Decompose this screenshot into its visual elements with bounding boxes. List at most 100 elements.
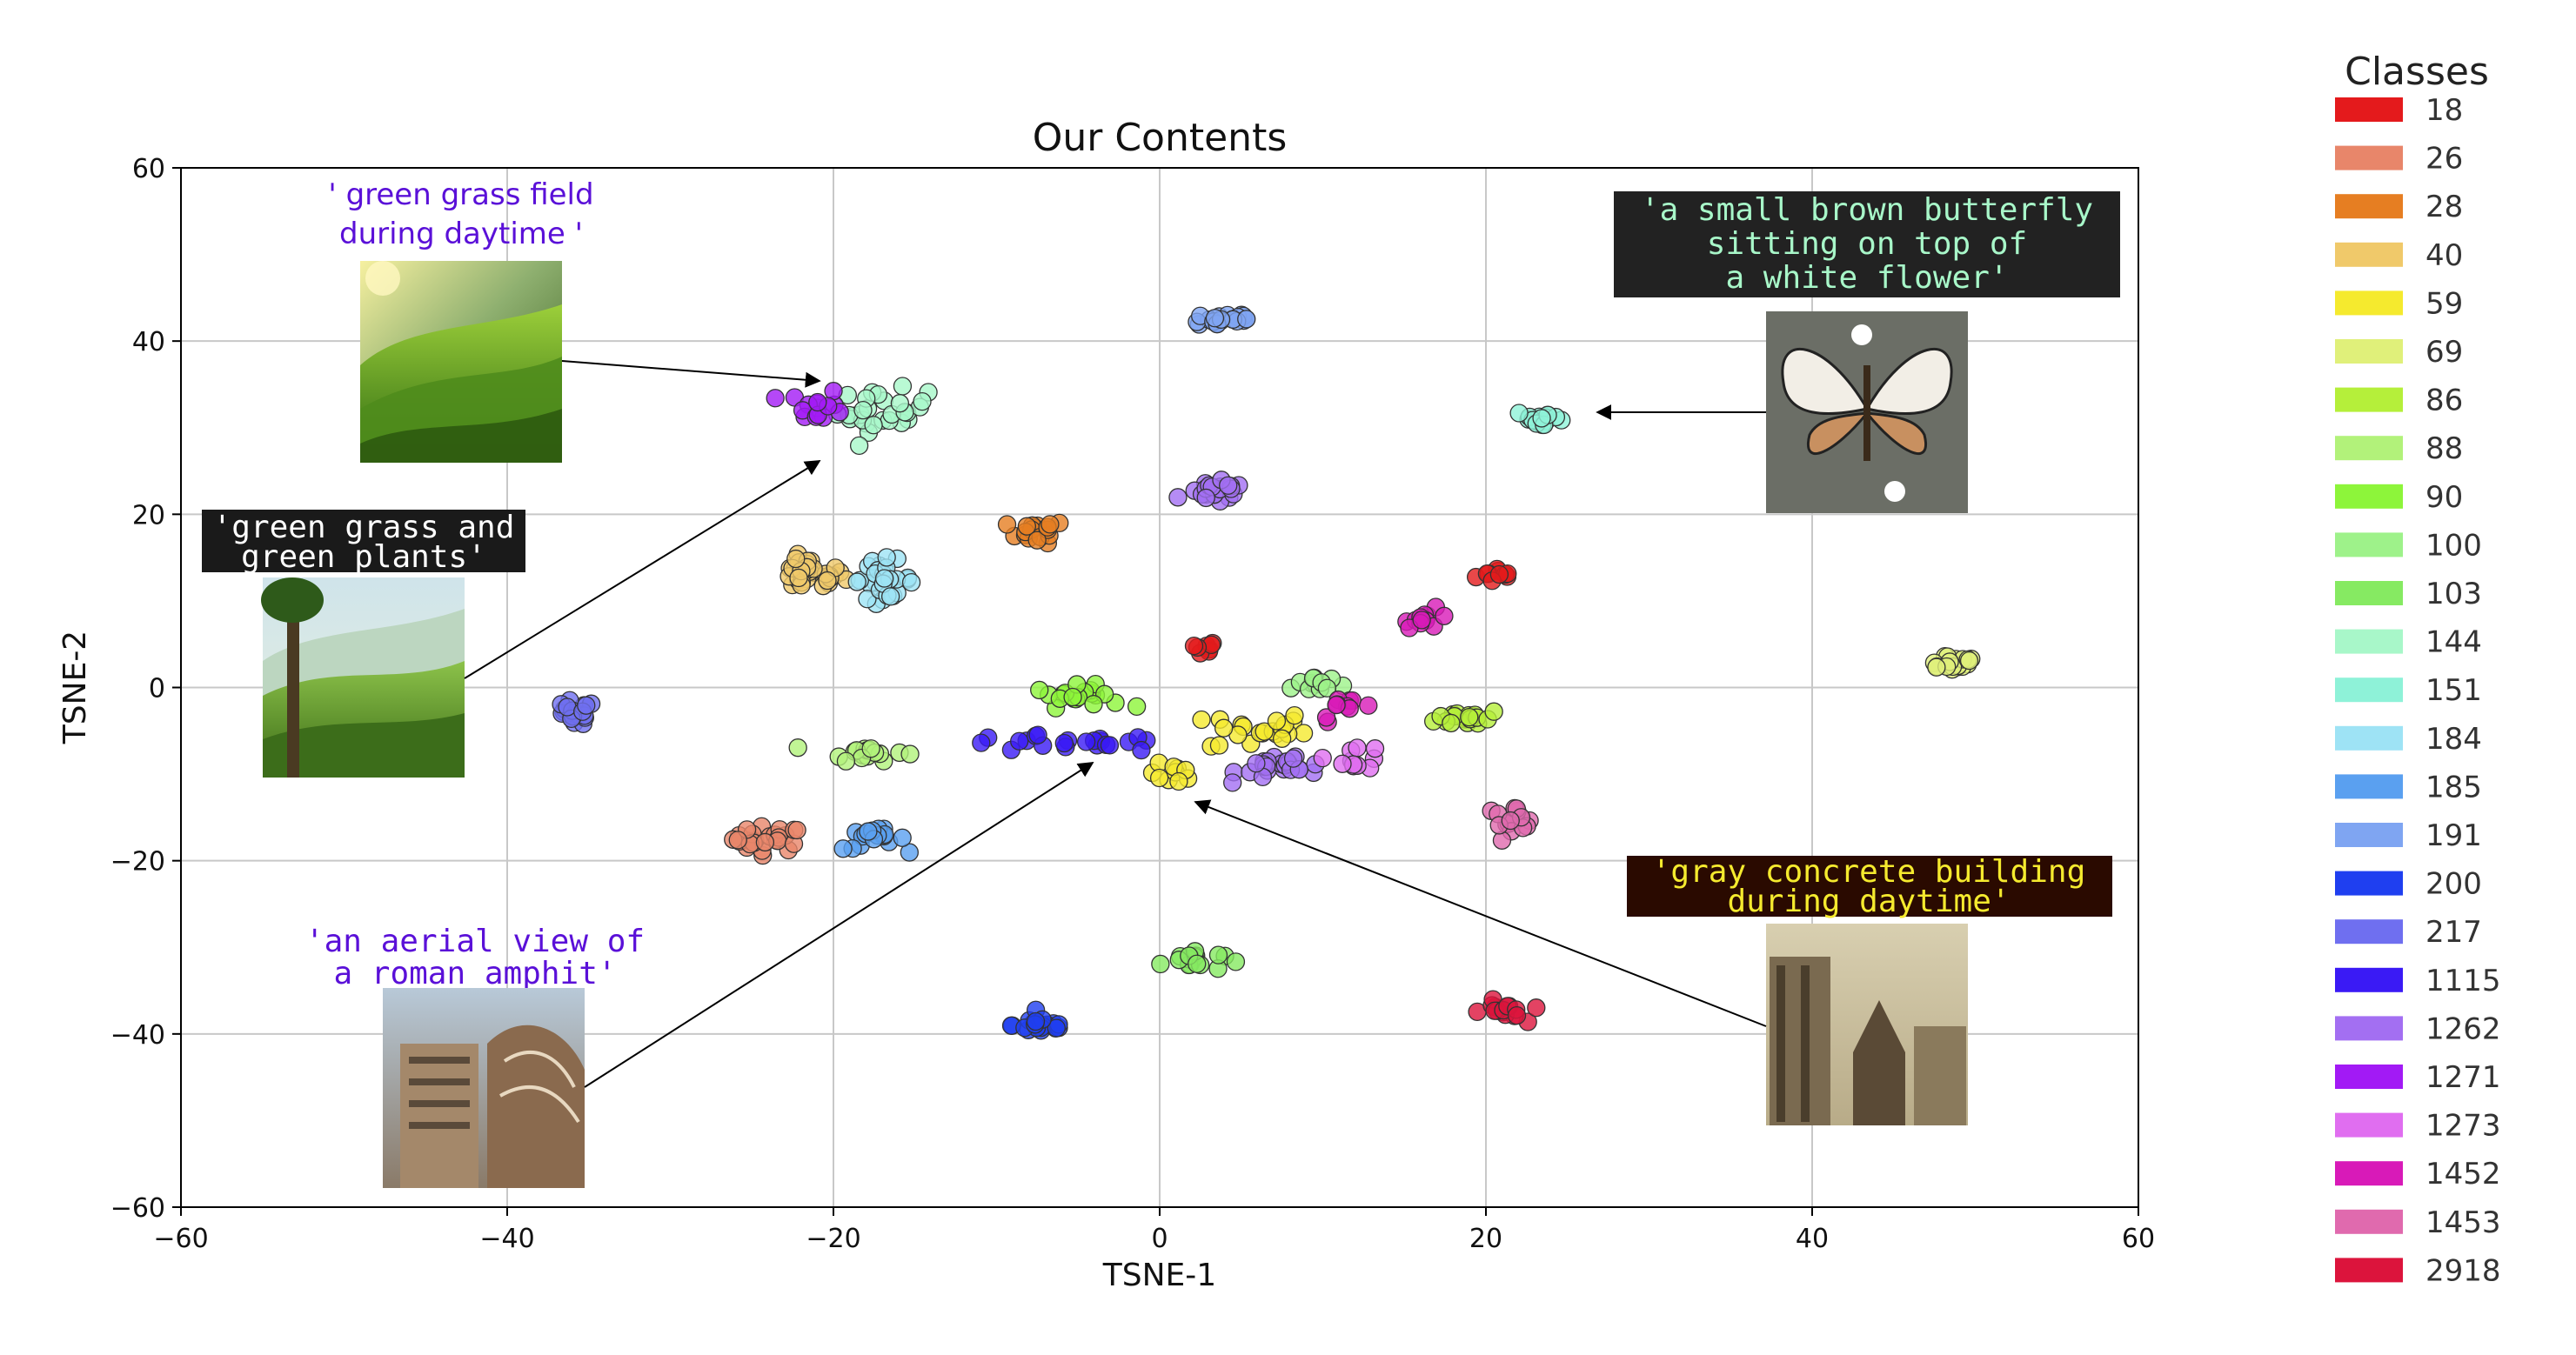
legend-label: 26 (2425, 142, 2463, 177)
grass-field-thumbnail (360, 261, 562, 463)
annotation-green-grass-plants: 'green grass and green plants' (202, 460, 821, 778)
x-tick-label: −40 (479, 1224, 534, 1254)
scatter-point-class-1262 (1283, 749, 1303, 768)
y-tick-label: −40 (110, 1020, 165, 1051)
scatter-point-class-26 (787, 820, 806, 840)
legend-swatch (2335, 1258, 2403, 1283)
y-axis-label: TSNE-2 (57, 631, 93, 744)
scatter-point-class-1453 (1501, 811, 1520, 831)
annotation-aerial-view: 'an aerial view of a roman amphit' (305, 762, 1094, 1188)
legend-swatch (2335, 1112, 2403, 1138)
annotation-text: during daytime ' (339, 217, 583, 251)
scatter-point-class-100 (1317, 678, 1337, 698)
legend-label: 1262 (2425, 1011, 2501, 1046)
scatter-point-class-184 (874, 569, 894, 588)
scatter-point-class-86 (1460, 707, 1479, 727)
scatter-point-class-184 (877, 548, 896, 567)
scatter-point-class-1262 (1223, 773, 1242, 792)
legend-title: Classes (2345, 50, 2489, 94)
scatter-point-class-2918 (1527, 998, 1546, 1018)
scatter-point-class-59 (1285, 705, 1304, 725)
scatter-point-class-18 (1489, 564, 1509, 584)
legend-label: 191 (2425, 818, 2482, 853)
annotation-text: ' green grass field (328, 177, 593, 212)
scatter-point-class-90 (1063, 687, 1082, 707)
annotation-green-grass-field: ' green grass field during daytime ' (328, 177, 821, 463)
scatter-point-class-1115 (972, 733, 991, 752)
annotation-concrete-building: 'gray concrete building during daytime' (1194, 799, 2112, 1125)
y-tick-label: 0 (149, 674, 165, 704)
annotation-text: 'an aerial view of (305, 924, 645, 959)
legend-label: 103 (2425, 577, 2482, 611)
legend-label: 1115 (2425, 964, 2501, 998)
legend-swatch (2335, 678, 2403, 703)
annotation-text: green plants' (241, 539, 486, 575)
legend-swatch (2335, 629, 2403, 654)
scatter-point-class-28 (1027, 531, 1047, 550)
chart-title: Our Contents (1033, 116, 1288, 160)
scatter-point-class-40 (818, 571, 837, 591)
y-tick-label: −60 (110, 1193, 165, 1224)
legend-label: 184 (2425, 722, 2482, 757)
scatter-point-class-1273 (1365, 739, 1385, 758)
scatter-point-class-1452 (1316, 708, 1336, 727)
scatter-point-class-1115 (1010, 731, 1029, 751)
legend-swatch (2335, 919, 2403, 944)
legend-label: 28 (2425, 190, 2463, 224)
annotation-text: a roman amphit' (333, 956, 616, 991)
scatter-point-class-217 (577, 696, 596, 715)
legend-swatch (2335, 97, 2403, 122)
scatter-point-class-26 (728, 831, 747, 850)
y-tick-label: 40 (132, 327, 165, 357)
scatter-point-class-90 (1030, 680, 1049, 700)
butterfly-thumbnail (1766, 311, 1968, 513)
scatter-point-class-184 (858, 590, 877, 609)
scatter-point-class-144 (864, 416, 883, 435)
scatter-points (552, 305, 1981, 1040)
scatter-point-class-1273 (1313, 749, 1332, 768)
legend-swatch (2335, 871, 2403, 896)
legend-swatch (2335, 1209, 2403, 1234)
scatter-point-class-1453 (1492, 831, 1512, 850)
scatter-point-class-88 (836, 751, 856, 771)
scatter-point-class-59 (1294, 724, 1314, 743)
y-tick-label: 20 (132, 500, 165, 531)
scatter-point-class-144 (893, 377, 913, 396)
scatter-point-class-1271 (808, 392, 827, 412)
scatter-point-class-1452 (1327, 695, 1346, 715)
legend-label: 1452 (2425, 1157, 2501, 1191)
scatter-point-class-1262 (1247, 754, 1266, 773)
scatter-point-class-184 (901, 572, 921, 592)
scatter-point-class-1271 (766, 389, 785, 408)
scatter-point-class-28 (1040, 515, 1060, 534)
legend-label: 90 (2425, 480, 2463, 515)
scatter-point-class-185 (859, 822, 878, 841)
scatter-point-class-59 (1209, 736, 1229, 755)
scatter-point-class-1115 (1132, 740, 1151, 760)
annotation-text: sitting on top of (1707, 226, 2027, 262)
legend-label: 185 (2425, 770, 2482, 804)
scatter-point-class-59 (1267, 711, 1287, 731)
legend-label: 59 (2425, 286, 2463, 321)
x-tick-label: 0 (1151, 1224, 1168, 1254)
scatter-point-class-40 (789, 568, 808, 588)
legend-swatch (2335, 532, 2403, 557)
scatter-point-class-59 (1214, 718, 1234, 738)
legend-swatch (2335, 1016, 2403, 1041)
building-thumbnail (1766, 924, 1968, 1125)
scatter-point-class-1115 (1028, 725, 1047, 744)
scatter-point-class-185 (893, 828, 912, 847)
scatter-point-class-90 (1127, 697, 1147, 717)
legend-label: 40 (2425, 238, 2463, 273)
scatter-point-class-144 (849, 436, 869, 456)
scatter-point-class-1452 (1359, 696, 1378, 715)
x-tick-label: 60 (2122, 1224, 2155, 1254)
annotation-butterfly: 'a small brown butterfly sitting on top … (1596, 191, 2120, 513)
legend-swatch (2335, 1065, 2403, 1089)
scatter-point-class-191 (1205, 309, 1225, 328)
scatter-point-class-26 (755, 832, 775, 852)
scatter-point-class-103 (1208, 945, 1228, 965)
scatter-point-class-1452 (1435, 606, 1454, 625)
scatter-point-class-1452 (1412, 611, 1431, 630)
scatter-point-class-59 (1192, 710, 1211, 730)
